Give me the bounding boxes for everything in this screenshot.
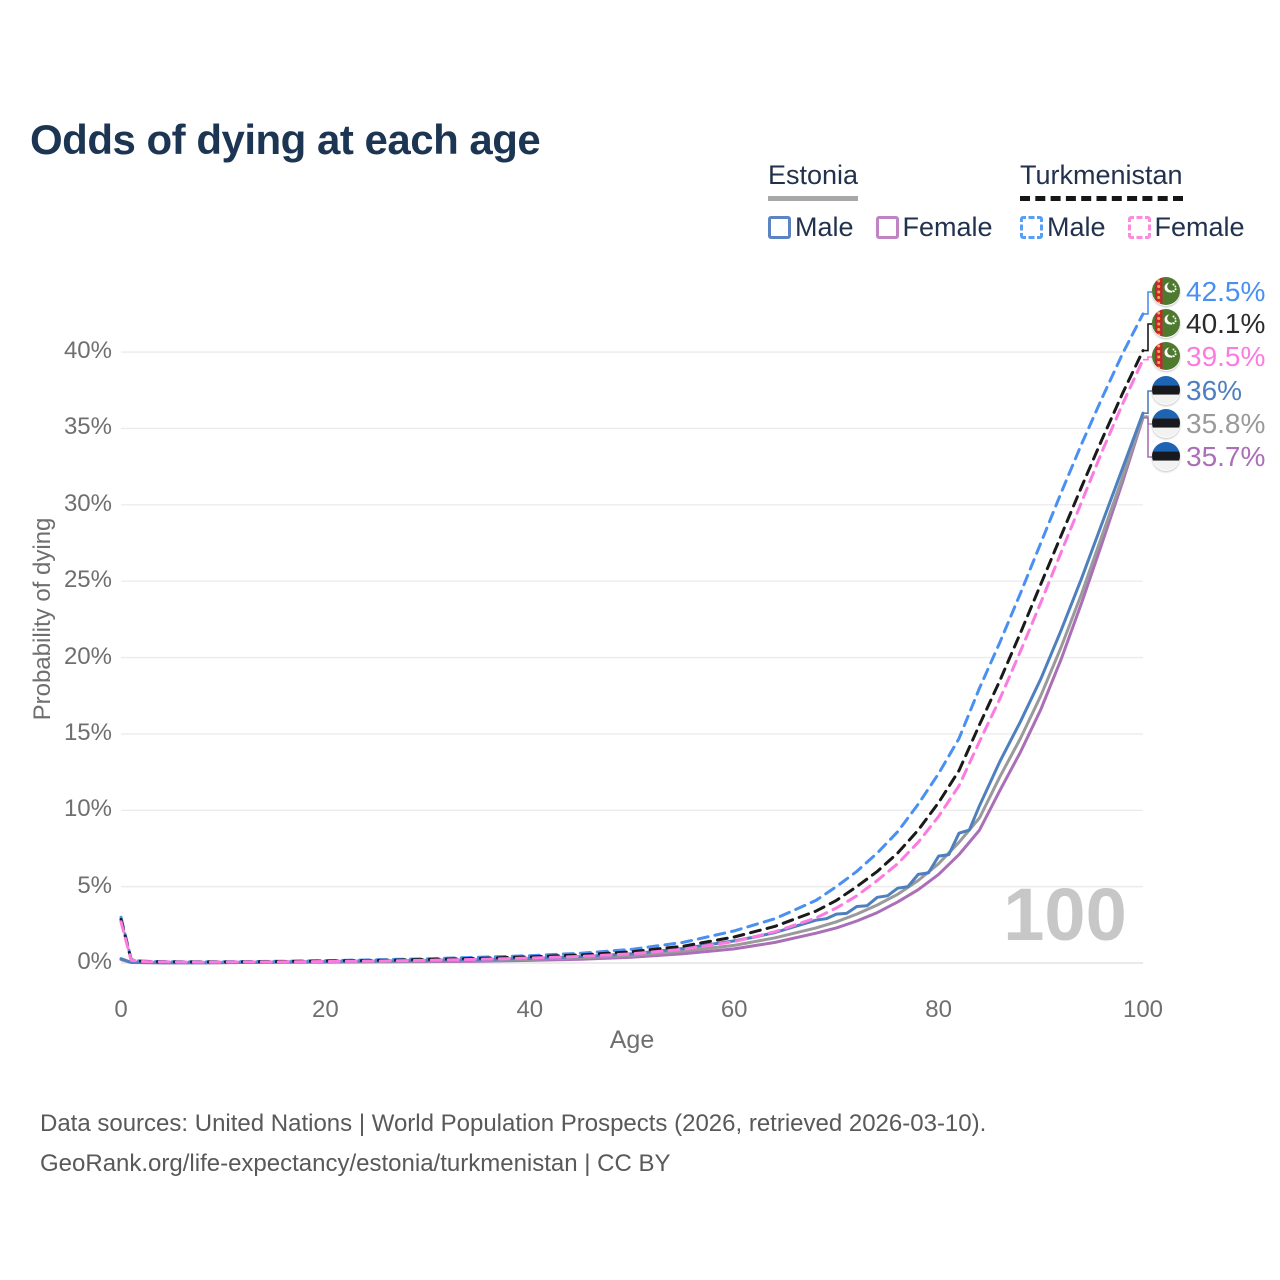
series-line-turkmenistan-average[interactable]: [119, 349, 1145, 964]
y-axis-title: Probability of dying: [29, 517, 56, 721]
y-tick-label: 30%: [63, 489, 112, 517]
series-line-estonia-female[interactable]: [119, 416, 1145, 965]
estonia-flag-icon: [1152, 409, 1180, 438]
end-value: 35.7%: [1186, 441, 1266, 472]
legend-label: Female: [902, 212, 993, 242]
legend-header-turkmenistan[interactable]: Turkmenistan: [1020, 160, 1183, 201]
legend-item-turkmenistan-male[interactable]: Male: [1020, 212, 1106, 243]
end-label-estonia-male: 36%: [1152, 375, 1243, 406]
series-line-turkmenistan-male[interactable]: [119, 312, 1145, 964]
legend-label: Male: [795, 212, 854, 242]
legend-item-turkmenistan-female[interactable]: Female: [1127, 212, 1245, 243]
y-tick-label: 15%: [63, 718, 112, 746]
y-tick-label: 10%: [63, 795, 112, 823]
x-tick-label: 60: [720, 996, 748, 1023]
x-tick-label: 80: [925, 996, 952, 1023]
chart-area[interactable]: 100 Probability of dying Age 0% 5% 10% 15% 2…: [0, 0, 1280, 1080]
end-label-estonia-female: 35.7%: [1152, 441, 1266, 472]
leader-line-turkmenistan-female: [1143, 356, 1152, 361]
legend-item-estonia-male[interactable]: Male: [768, 212, 854, 243]
y-tick-label: 40%: [63, 337, 112, 365]
legend-header-estonia[interactable]: Estonia: [768, 160, 859, 201]
y-tick-label: 25%: [63, 566, 112, 594]
estonia-flag-icon: [1152, 376, 1180, 405]
x-tick-label: 20: [312, 996, 339, 1023]
end-value: 40.1%: [1186, 308, 1266, 339]
x-axis-title: Age: [609, 1026, 655, 1054]
estonia-male-checkbox[interactable]: [768, 216, 791, 239]
legend-label: Male: [1047, 212, 1106, 242]
legend-item-estonia-female[interactable]: Female: [875, 212, 993, 243]
legend-group-estonia: Estonia Male Female: [768, 160, 1015, 243]
turkmenistan-female-checkbox[interactable]: [1127, 216, 1151, 239]
leader-line-estonia-male: [1143, 390, 1152, 415]
y-tick-label: 35%: [63, 413, 112, 441]
y-tick-label: 0%: [77, 948, 112, 975]
turkmenistan-flag-icon: [1152, 309, 1180, 338]
end-value: 42.5%: [1186, 276, 1266, 307]
end-label-turkmenistan-male: 42.5%: [1152, 276, 1266, 307]
footer-attribution-line: GeoRank.org/life-expectancy/estonia/turk…: [40, 1150, 671, 1177]
leader-line-turkmenistan-male: [1143, 291, 1152, 315]
end-value: 39.5%: [1186, 341, 1266, 372]
turkmenistan-flag-icon: [1152, 277, 1180, 306]
turkmenistan-male-checkbox[interactable]: [1020, 216, 1043, 239]
series-line-turkmenistan-female[interactable]: [119, 358, 1145, 964]
turkmenistan-flag-icon: [1152, 342, 1180, 371]
end-label-turkmenistan-female: 39.5%: [1152, 341, 1266, 372]
end-value: 36%: [1186, 375, 1243, 406]
y-tick-label: 20%: [63, 642, 112, 670]
footer-source-line: Data sources: United Nations | World Pop…: [40, 1110, 987, 1137]
estonia-flag-icon: [1152, 442, 1180, 471]
leader-line-estonia-female: [1143, 416, 1152, 458]
page-title: Odds of dying at each age: [30, 116, 541, 164]
x-tick-label: 0: [114, 996, 128, 1023]
legend-label: Female: [1154, 212, 1245, 242]
end-label-estonia-average: 35.8%: [1152, 408, 1266, 439]
end-label-turkmenistan-average: 40.1%: [1152, 308, 1266, 339]
legend-group-turkmenistan: Turkmenistan Male Female: [1020, 160, 1267, 243]
end-value: 35.8%: [1186, 408, 1266, 439]
y-tick-label: 5%: [77, 871, 112, 899]
x-tick-label: 40: [516, 996, 544, 1023]
series-line-estonia-average[interactable]: [119, 414, 1145, 965]
estonia-female-checkbox[interactable]: [875, 216, 899, 239]
series-line-estonia-male[interactable]: [119, 411, 1145, 965]
leader-line-turkmenistan-average: [1143, 323, 1152, 352]
plot-svg: [119, 291, 1152, 965]
x-tick-label: 100: [1122, 996, 1164, 1023]
